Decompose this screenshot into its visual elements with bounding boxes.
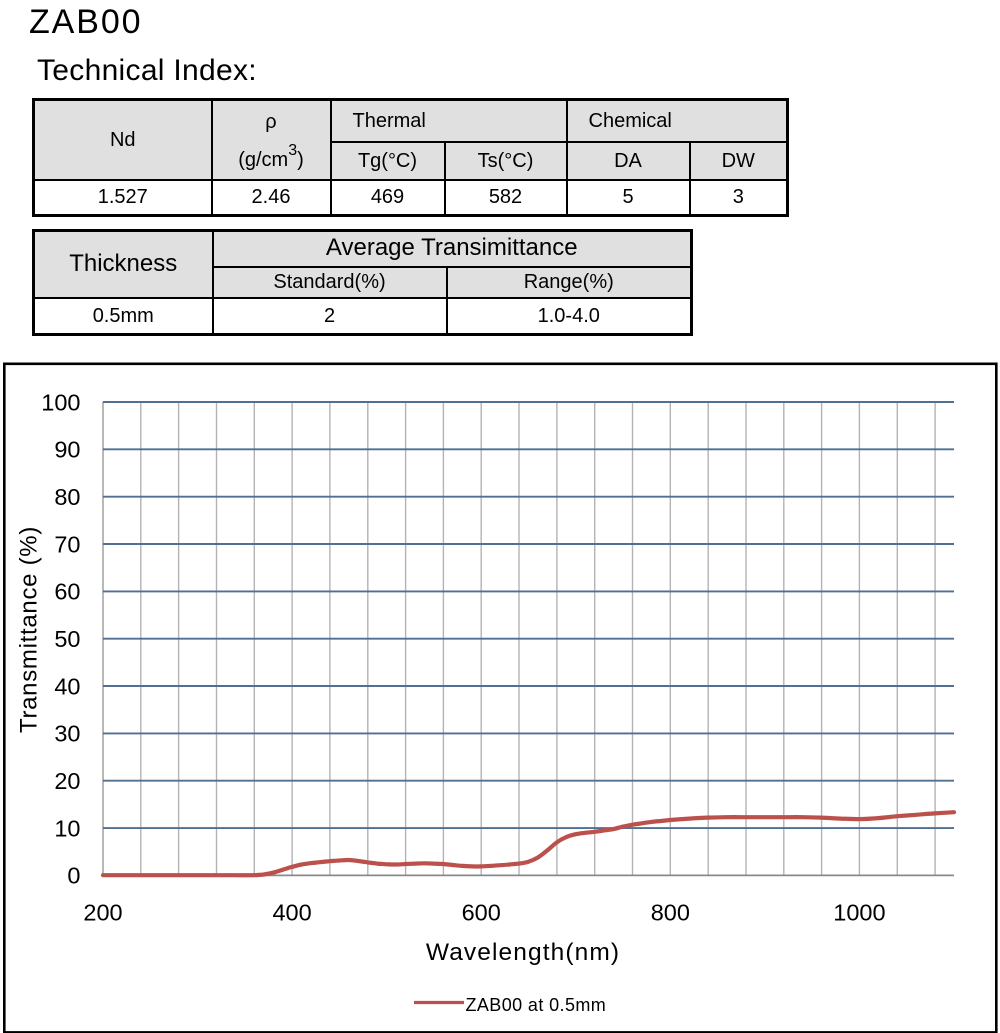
svg-text:200: 200	[83, 900, 122, 926]
svg-text:Transmittance (%): Transmittance (%)	[16, 526, 43, 733]
svg-text:90: 90	[54, 437, 80, 463]
svg-text:80: 80	[54, 484, 80, 510]
svg-text:60: 60	[54, 579, 80, 605]
svg-text:600: 600	[462, 900, 501, 926]
svg-text:800: 800	[651, 900, 690, 926]
svg-text:0: 0	[67, 863, 80, 889]
svg-text:10: 10	[54, 815, 80, 841]
svg-text:100: 100	[41, 389, 80, 415]
svg-text:50: 50	[54, 626, 80, 652]
svg-text:70: 70	[54, 531, 80, 557]
svg-text:Wavelength(nm): Wavelength(nm)	[426, 939, 620, 966]
svg-text:ZAB00 at 0.5mm: ZAB00 at 0.5mm	[466, 995, 607, 1015]
svg-text:20: 20	[54, 768, 80, 794]
svg-text:40: 40	[54, 673, 80, 699]
svg-text:400: 400	[272, 900, 311, 926]
svg-text:1000: 1000	[833, 900, 885, 926]
svg-text:30: 30	[54, 721, 80, 747]
